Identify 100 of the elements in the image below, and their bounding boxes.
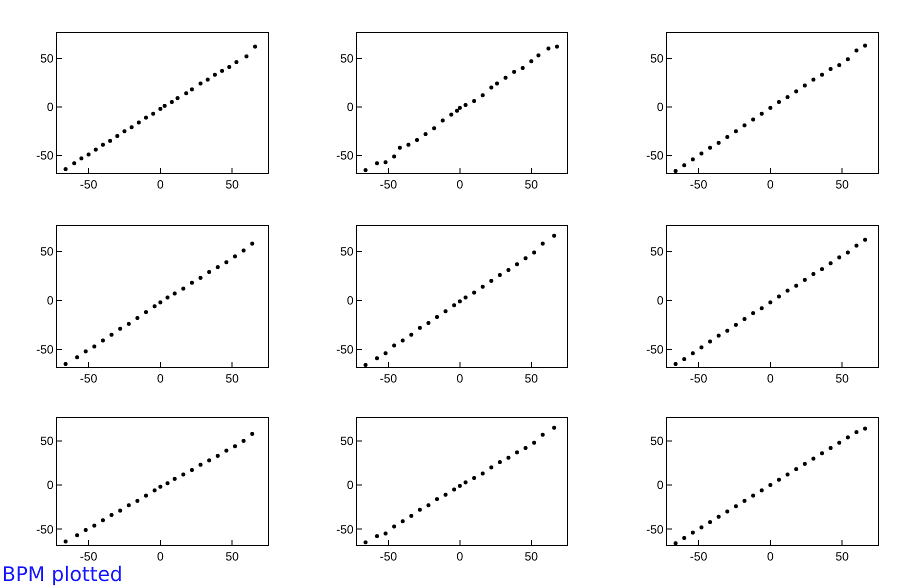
point	[760, 488, 764, 492]
point	[512, 70, 516, 74]
point	[854, 48, 858, 52]
point	[375, 534, 379, 538]
point	[515, 262, 519, 266]
point	[682, 163, 686, 168]
point	[820, 72, 824, 77]
point	[384, 160, 388, 164]
point	[854, 430, 858, 434]
point	[504, 76, 508, 80]
point	[162, 104, 167, 108]
point	[126, 322, 131, 326]
point	[820, 451, 824, 456]
x-tick-label: 50	[524, 371, 538, 386]
x-tick-label: 0	[456, 371, 464, 386]
point	[828, 261, 833, 266]
point	[716, 140, 721, 145]
point	[690, 530, 695, 535]
point	[224, 448, 228, 453]
point	[232, 254, 237, 258]
point	[444, 492, 448, 497]
x-tick-label: 50	[225, 371, 240, 386]
point	[811, 456, 816, 461]
point	[242, 248, 246, 252]
y-tick-label: 50	[340, 434, 354, 448]
point	[699, 525, 704, 530]
x-tick-label: 0	[157, 177, 164, 192]
point	[426, 503, 430, 508]
point	[242, 438, 246, 443]
y-tick-label: 50	[340, 244, 354, 259]
point	[364, 168, 368, 172]
x-tick-label: 50	[225, 177, 240, 192]
point	[506, 268, 510, 272]
point	[444, 309, 448, 314]
x-tick-label: 0	[456, 177, 464, 192]
point	[392, 154, 396, 158]
point	[786, 472, 790, 476]
y-tick-label: 0	[346, 294, 354, 308]
y-tick-label: 0	[656, 294, 664, 308]
point	[751, 494, 756, 498]
point	[64, 539, 68, 544]
point	[552, 234, 556, 238]
point	[699, 152, 704, 156]
point	[190, 87, 194, 92]
point	[227, 65, 232, 70]
point	[540, 242, 545, 246]
point	[84, 349, 88, 354]
point	[480, 472, 485, 476]
point	[400, 338, 405, 343]
point	[250, 242, 254, 246]
point	[472, 290, 476, 295]
x-tick-label: -50	[690, 371, 708, 386]
x-tick-label: -50	[380, 177, 398, 192]
point	[452, 487, 456, 492]
point	[820, 267, 824, 272]
point	[216, 265, 220, 270]
point	[699, 345, 704, 350]
point	[760, 306, 764, 310]
point	[418, 508, 422, 512]
point	[546, 46, 550, 51]
y-tick-label: 50	[40, 434, 54, 448]
point	[489, 278, 494, 283]
x-tick-label: 50	[835, 177, 850, 192]
point	[172, 476, 177, 481]
point	[212, 72, 217, 77]
point	[92, 344, 96, 348]
point	[742, 498, 747, 503]
y-tick-label: 50	[340, 51, 354, 66]
point	[811, 78, 816, 82]
point	[734, 129, 738, 134]
point	[207, 270, 212, 274]
point	[506, 456, 510, 460]
point	[84, 528, 88, 532]
point	[152, 304, 157, 308]
x-tick-label: 50	[524, 177, 538, 192]
point	[136, 120, 141, 124]
point	[406, 142, 410, 147]
point	[166, 481, 170, 486]
point	[172, 292, 177, 296]
point	[751, 311, 756, 316]
point	[716, 334, 721, 338]
point	[92, 524, 96, 528]
point	[144, 310, 148, 314]
point	[400, 519, 405, 524]
point	[64, 167, 68, 172]
point	[520, 66, 525, 70]
point	[794, 467, 798, 472]
point	[846, 57, 850, 62]
point	[384, 532, 388, 536]
y-tick-label: 50	[650, 51, 664, 66]
point	[184, 91, 188, 96]
point	[398, 146, 402, 150]
y-tick-label: -50	[36, 148, 54, 163]
point	[384, 351, 388, 356]
point	[253, 44, 258, 49]
y-tick-label: -50	[646, 522, 664, 536]
point	[802, 278, 807, 282]
point	[206, 78, 210, 82]
x-tick-label: 50	[225, 549, 240, 564]
point	[725, 135, 730, 140]
